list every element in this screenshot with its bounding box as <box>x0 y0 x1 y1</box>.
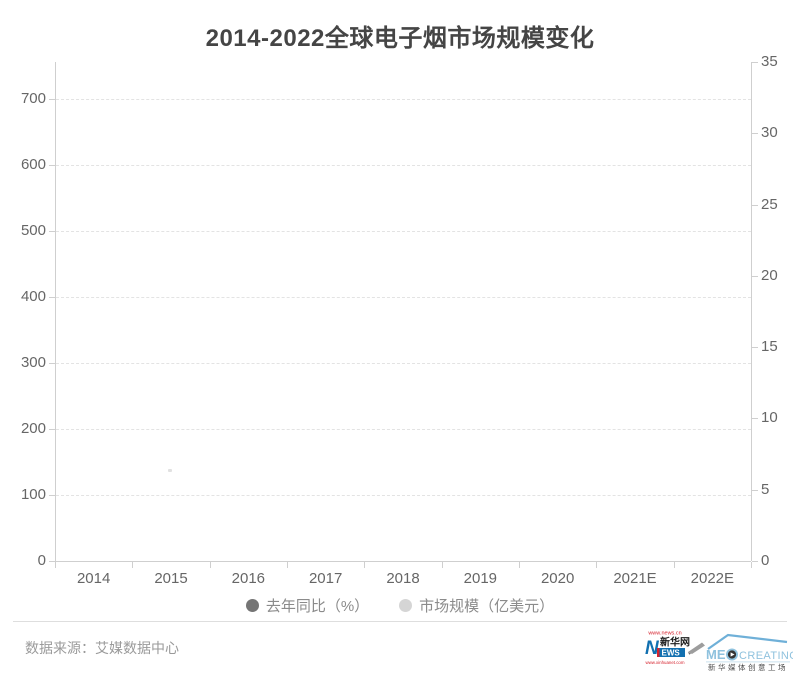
xinhua-news-band <box>657 648 685 657</box>
medcreating-roof-icon <box>707 633 788 650</box>
y-axis-right-tick <box>752 133 758 135</box>
y-axis-left-tick <box>49 429 55 430</box>
y-axis-left-label: 100 <box>20 486 46 503</box>
x-axis-label: 2014 <box>76 570 111 587</box>
x-axis-label: 2020 <box>540 570 575 587</box>
x-axis-label: 2022E <box>690 570 735 587</box>
y-axis-right-tick <box>752 62 758 63</box>
y-axis-left-label: 700 <box>20 90 46 107</box>
y-axis-left-tick <box>49 561 55 562</box>
x-axis-label: 2018 <box>386 570 420 587</box>
y-axis-left-tick <box>49 297 55 298</box>
y-axis-right-label: 30 <box>761 124 778 142</box>
gridline <box>56 231 751 232</box>
y-axis-right-tick <box>752 418 758 420</box>
x-axis-tick <box>596 562 598 568</box>
gridline <box>56 363 751 364</box>
legend-item-yoy[interactable]: 去年同比（%） <box>245 595 370 616</box>
data-source-note: 数据来源：艾媒数据中心 <box>25 640 179 656</box>
xinhua-top-url: www.news.cn <box>647 631 681 637</box>
x-axis-tick <box>441 562 443 568</box>
stray-render-artifact <box>168 469 172 472</box>
y-axis-right-label: 35 <box>761 53 778 70</box>
y-axis-left-label: 500 <box>20 222 46 239</box>
footer-divider <box>13 621 787 622</box>
x-axis-tick <box>673 562 675 568</box>
y-axis-right-label: 5 <box>761 480 770 498</box>
y-axis-right-tick <box>752 347 758 349</box>
xinhua-bottom-url: www.xinhuanet.com <box>645 660 684 665</box>
y-axis-left-label: 200 <box>20 420 46 437</box>
y-axis-right-tick <box>752 275 758 277</box>
y-axis-left-label: 0 <box>37 552 46 569</box>
y-axis-left-tick <box>49 99 55 100</box>
x-axis-tick <box>132 562 134 568</box>
y-axis-right-line <box>751 62 752 561</box>
x-axis-tick <box>751 562 752 568</box>
xinhua-quill-icon <box>688 642 705 654</box>
x-axis-tick <box>209 562 211 568</box>
legend-marker-icon <box>245 599 259 612</box>
med-underline <box>706 661 790 663</box>
chart-legend: 去年同比（%） 市场规模（亿美元） <box>0 595 800 616</box>
x-axis-label: 2019 <box>463 570 498 587</box>
xinhua-n-letter: N <box>645 638 660 659</box>
xinhuanet-logo: www.news.cn N 新华网 EWS www.xinhuanet.com <box>645 631 705 665</box>
y-axis-right-label: 20 <box>761 266 778 284</box>
xinhua-quill-tip-icon <box>688 652 691 655</box>
y-axis-right-tick <box>752 204 758 206</box>
x-axis-label: 2016 <box>231 570 266 587</box>
y-axis-right-label: 25 <box>761 195 778 213</box>
gridline <box>56 495 751 496</box>
x-axis-label: 2021E <box>613 570 657 587</box>
y-axis-left-label: 600 <box>20 156 46 173</box>
y-axis-right-tick <box>752 489 758 491</box>
legend-item-market-size[interactable]: 市场规模（亿美元） <box>399 595 554 616</box>
y-axis-right-tick <box>752 561 758 562</box>
chart-title: 2014-2022全球电子烟市场规模变化 <box>205 25 595 52</box>
x-axis-tick <box>519 562 520 568</box>
gridline <box>56 297 751 298</box>
y-axis-left-tick <box>49 165 55 166</box>
gridline <box>56 165 751 166</box>
x-axis-line <box>55 561 751 562</box>
med-brand-left: ME <box>706 647 726 662</box>
y-axis-left-tick <box>49 495 55 496</box>
y-axis-left-line <box>55 62 56 561</box>
medcreating-logo: ME CREATING 新华媒体创意工场 <box>706 633 793 672</box>
x-axis-label: 2017 <box>308 570 343 587</box>
x-axis-tick <box>287 562 288 568</box>
x-axis-label: 2015 <box>154 570 188 587</box>
y-axis-right-label: 0 <box>761 552 770 569</box>
med-subtitle: 新华媒体创意工场 <box>708 662 788 672</box>
legend-label: 市场规模（亿美元） <box>419 598 555 615</box>
gridline <box>56 99 751 100</box>
xinhua-news-text: EWS <box>662 649 681 658</box>
y-axis-right-label: 10 <box>761 409 778 427</box>
y-axis-left-label: 400 <box>20 288 46 305</box>
med-brand-right: CREATING <box>739 650 793 662</box>
med-play-triangle-icon <box>730 652 735 657</box>
xinhua-red-accent <box>657 648 660 657</box>
y-axis-left-label: 300 <box>20 354 46 371</box>
legend-label: 去年同比（%） <box>265 598 370 615</box>
y-axis-left-tick <box>49 363 55 364</box>
xinhua-name-text: 新华网 <box>660 636 690 649</box>
legend-marker-icon <box>399 599 413 612</box>
y-axis-left-tick <box>49 231 55 232</box>
y-axis-right-label: 15 <box>761 338 778 356</box>
x-axis-tick <box>55 562 56 568</box>
gridline <box>56 429 751 430</box>
x-axis-tick <box>364 562 366 568</box>
